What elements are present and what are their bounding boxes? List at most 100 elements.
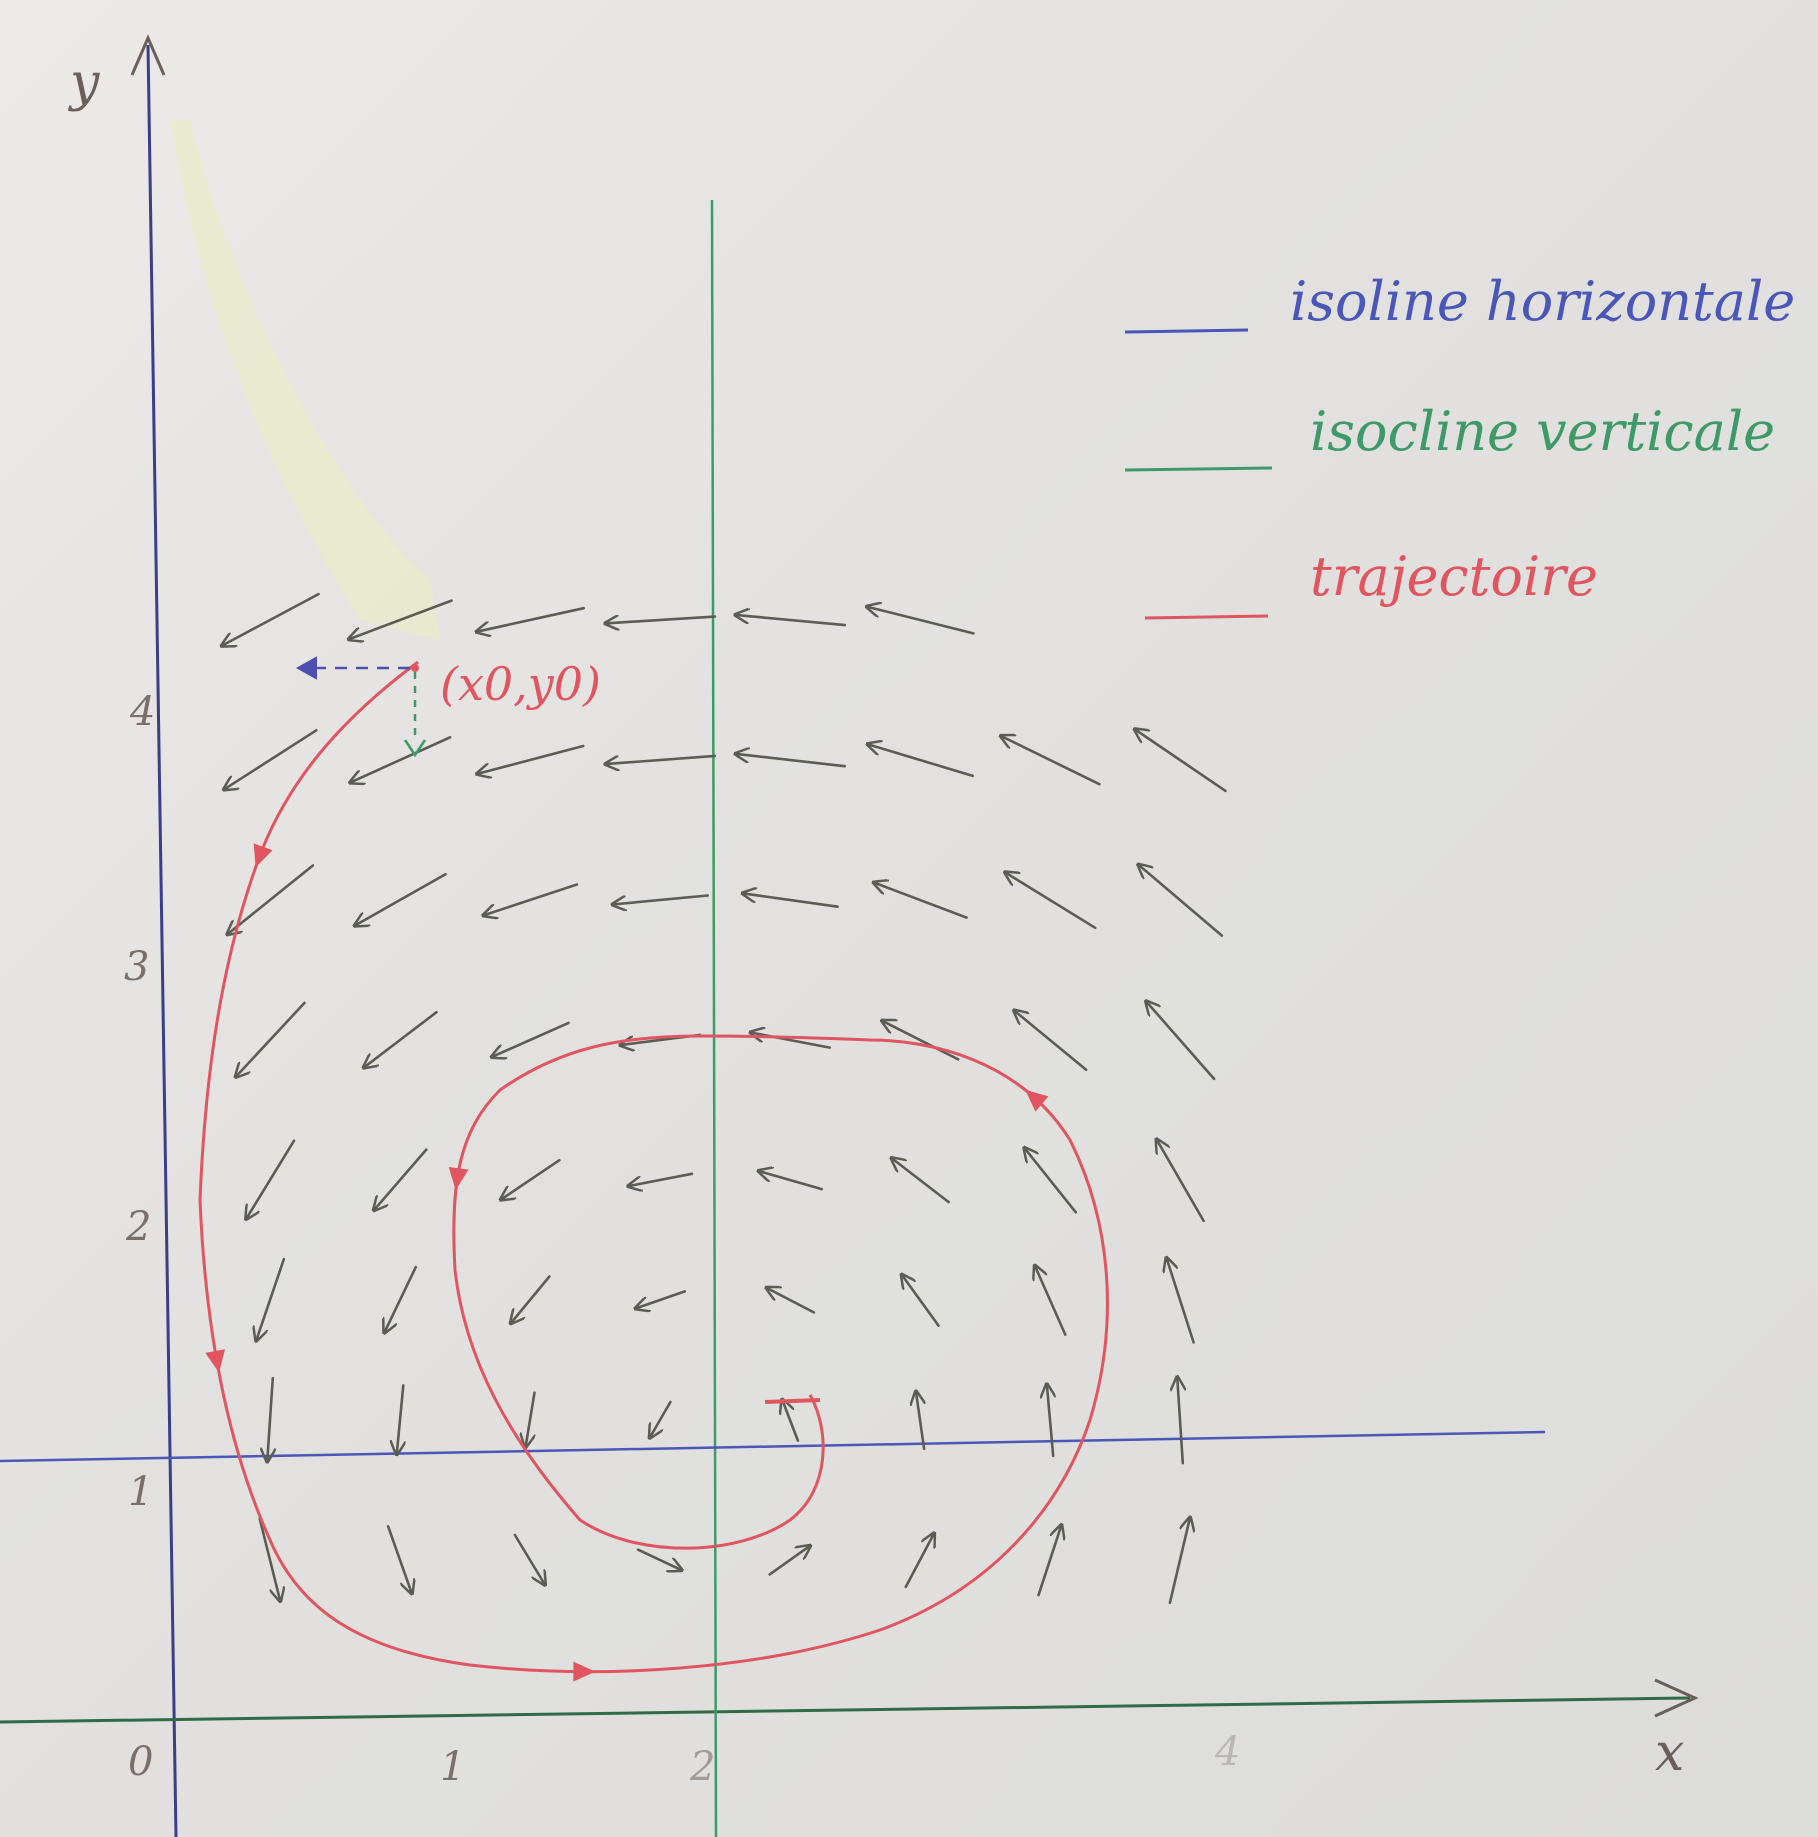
field-arrow <box>246 1139 296 1219</box>
y-tick-1: 1 <box>128 1469 153 1515</box>
field-arrow <box>867 607 975 635</box>
field-arrow <box>1014 1010 1088 1071</box>
field-arrow <box>224 728 318 789</box>
field-arrow <box>636 1548 682 1571</box>
x-axis-label: x <box>1655 1723 1684 1783</box>
horizontal-isoline <box>0 1430 1546 1463</box>
field-arrow <box>267 1376 273 1462</box>
x-axis-arrow-icon <box>1654 1678 1699 1718</box>
initial-point-dot <box>411 664 419 672</box>
initial-point-label: (x0,y0) <box>440 657 601 711</box>
origin-label: 0 <box>128 1739 153 1785</box>
field-arrow <box>867 744 975 778</box>
field-arrow <box>349 599 453 640</box>
field-arrow <box>1156 1139 1205 1223</box>
field-arrow <box>483 883 579 916</box>
field-arrow <box>513 1533 545 1585</box>
y-axis-arrow-icon <box>130 34 166 76</box>
field-arrow <box>768 1546 811 1576</box>
field-arrow <box>1005 872 1097 930</box>
trajectory-arrow-icon <box>205 1349 225 1373</box>
field-arrow <box>492 1021 570 1057</box>
trajectory-arrow-icon <box>1025 1089 1049 1112</box>
legend-label-trajectory: trajectoire <box>1310 545 1598 608</box>
field-arrow <box>355 872 447 926</box>
trajectory-arrow-icon <box>253 843 273 868</box>
highlighter-smear <box>170 120 440 640</box>
y-axis-label: y <box>68 53 100 113</box>
field-arrow <box>1037 1525 1062 1597</box>
field-arrow <box>1166 1258 1195 1344</box>
x-tick-1: 1 <box>440 1744 465 1790</box>
field-arrow <box>1177 1377 1183 1465</box>
field-arrow <box>605 617 717 624</box>
field-arrow <box>635 1290 687 1308</box>
y-tick-3: 3 <box>124 944 149 990</box>
field-arrow <box>397 1384 404 1454</box>
field-arrow <box>1138 864 1224 937</box>
field-arrow <box>258 1517 281 1602</box>
field-arrow <box>477 744 585 774</box>
field-arrow <box>1024 1148 1078 1214</box>
field-arrow <box>750 1032 832 1049</box>
y-tick-2: 2 <box>125 1204 151 1250</box>
x-tick-4: 4 <box>1214 1729 1240 1775</box>
field-arrow <box>650 1400 672 1438</box>
legend: isoline horizontale isocline verticale t… <box>1124 270 1795 620</box>
field-arrow <box>916 1391 924 1451</box>
field-arrow <box>735 615 847 627</box>
trajectory-direction-markers <box>205 843 1049 1682</box>
field-arrow <box>873 882 968 919</box>
field-arrow <box>227 864 315 935</box>
trajectory-arrow-icon <box>448 1166 469 1191</box>
field-arrow <box>904 1533 934 1589</box>
field-arrow <box>758 1171 824 1191</box>
field-arrow <box>256 1257 286 1341</box>
trajectory-end-mark <box>764 1398 821 1404</box>
y-tick-4: 4 <box>129 689 155 735</box>
field-arrow <box>882 1021 960 1061</box>
field-arrow <box>511 1275 551 1324</box>
down-arrow-icon <box>403 739 427 758</box>
field-arrow <box>766 1288 816 1314</box>
x-axis <box>0 1696 1691 1724</box>
x-tick-2: 2 <box>689 1744 715 1790</box>
field-arrow <box>350 735 452 782</box>
field-arrow <box>386 1525 412 1593</box>
field-arrow <box>364 1010 438 1068</box>
field-arrow <box>1001 736 1101 786</box>
field-arrow <box>612 894 710 905</box>
field-arrow <box>735 754 847 768</box>
legend-swatch-vertical <box>1124 466 1273 472</box>
initial-point <box>295 656 427 758</box>
field-arrow <box>628 1172 694 1186</box>
vector-field <box>222 592 1227 1605</box>
left-arrow-icon <box>295 656 318 680</box>
field-arrow <box>1146 1001 1216 1081</box>
legend-label-horizontal: isoline horizontale <box>1290 270 1795 333</box>
field-arrow <box>384 1265 418 1333</box>
field-arrow <box>1135 729 1227 793</box>
field-arrow <box>1047 1384 1053 1458</box>
trajectory-arrow-icon <box>573 1661 596 1682</box>
field-arrow <box>891 1158 951 1204</box>
trajectory-curve <box>198 660 1109 1674</box>
field-arrow <box>902 1274 940 1327</box>
field-arrow <box>1168 1517 1190 1605</box>
field-arrow <box>222 592 320 646</box>
field-arrow <box>501 1158 561 1200</box>
legend-swatch-trajectory <box>1144 614 1269 620</box>
vertical-isocline <box>710 199 718 1837</box>
field-arrow <box>1035 1265 1067 1336</box>
field-arrow <box>476 606 586 632</box>
field-arrow <box>605 754 717 764</box>
legend-label-vertical: isocline verticale <box>1310 400 1775 463</box>
field-arrow <box>374 1148 428 1211</box>
field-arrow <box>782 1399 800 1442</box>
y-axis <box>146 44 178 1837</box>
field-arrow <box>526 1391 536 1448</box>
legend-swatch-horizontal <box>1124 328 1249 334</box>
field-arrow <box>236 1001 306 1077</box>
